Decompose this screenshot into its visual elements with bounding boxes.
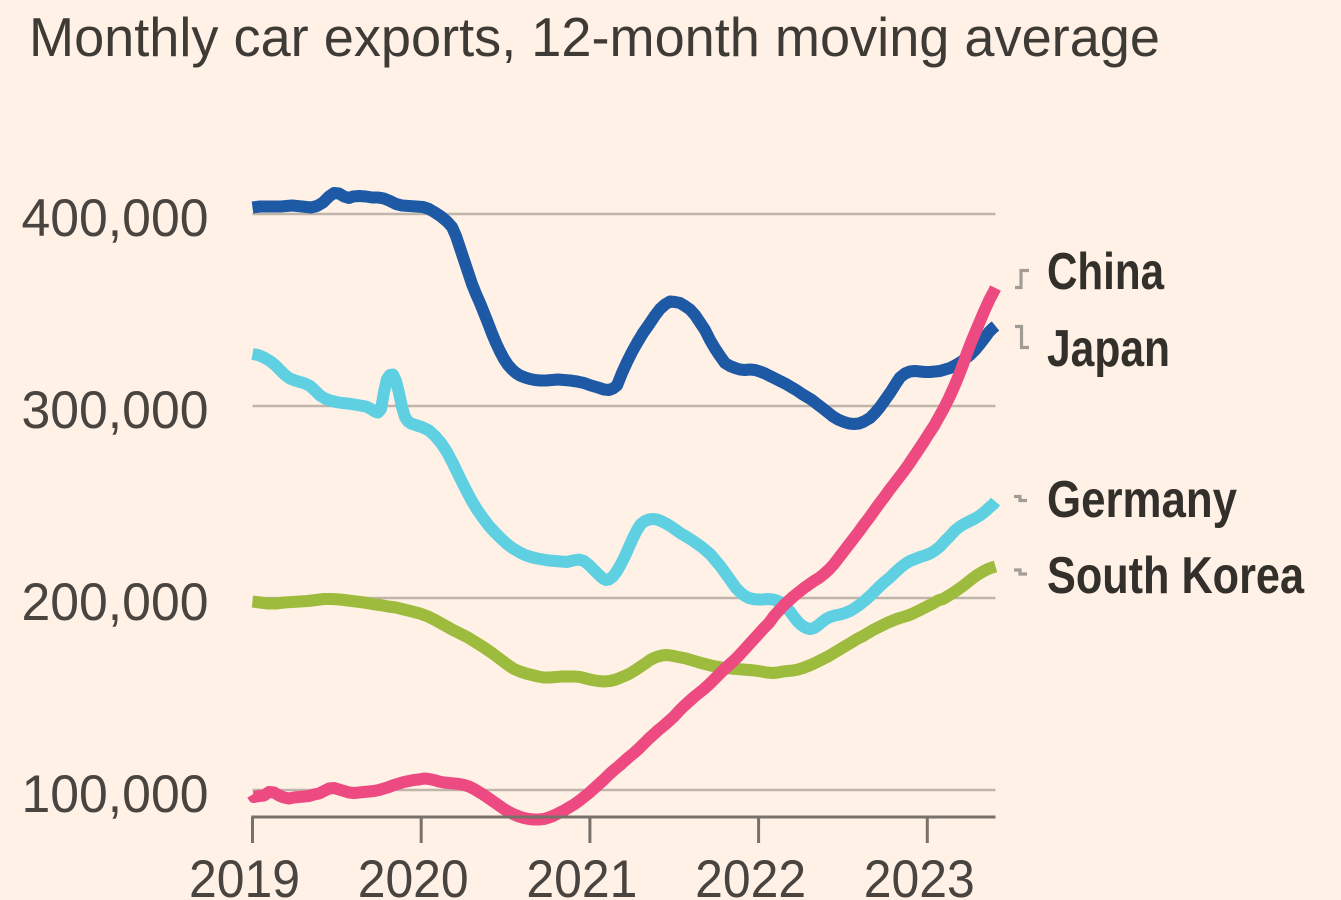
svg-text:2019: 2019 [189,850,300,900]
svg-text:100,000: 100,000 [22,765,209,824]
svg-text:300,000: 300,000 [22,381,209,440]
svg-text:Japan: Japan [1047,320,1170,378]
svg-text:2022: 2022 [695,850,806,900]
svg-text:2023: 2023 [864,850,975,900]
svg-text:Germany: Germany [1047,471,1237,529]
svg-text:200,000: 200,000 [22,573,209,632]
svg-text:China: China [1047,243,1165,301]
svg-text:Monthly car exports, 12-month: Monthly car exports, 12-month moving ave… [29,6,1160,68]
svg-text:400,000: 400,000 [22,189,209,248]
svg-text:South Korea: South Korea [1047,547,1305,605]
svg-text:2020: 2020 [358,850,469,900]
svg-text:2021: 2021 [526,850,637,900]
